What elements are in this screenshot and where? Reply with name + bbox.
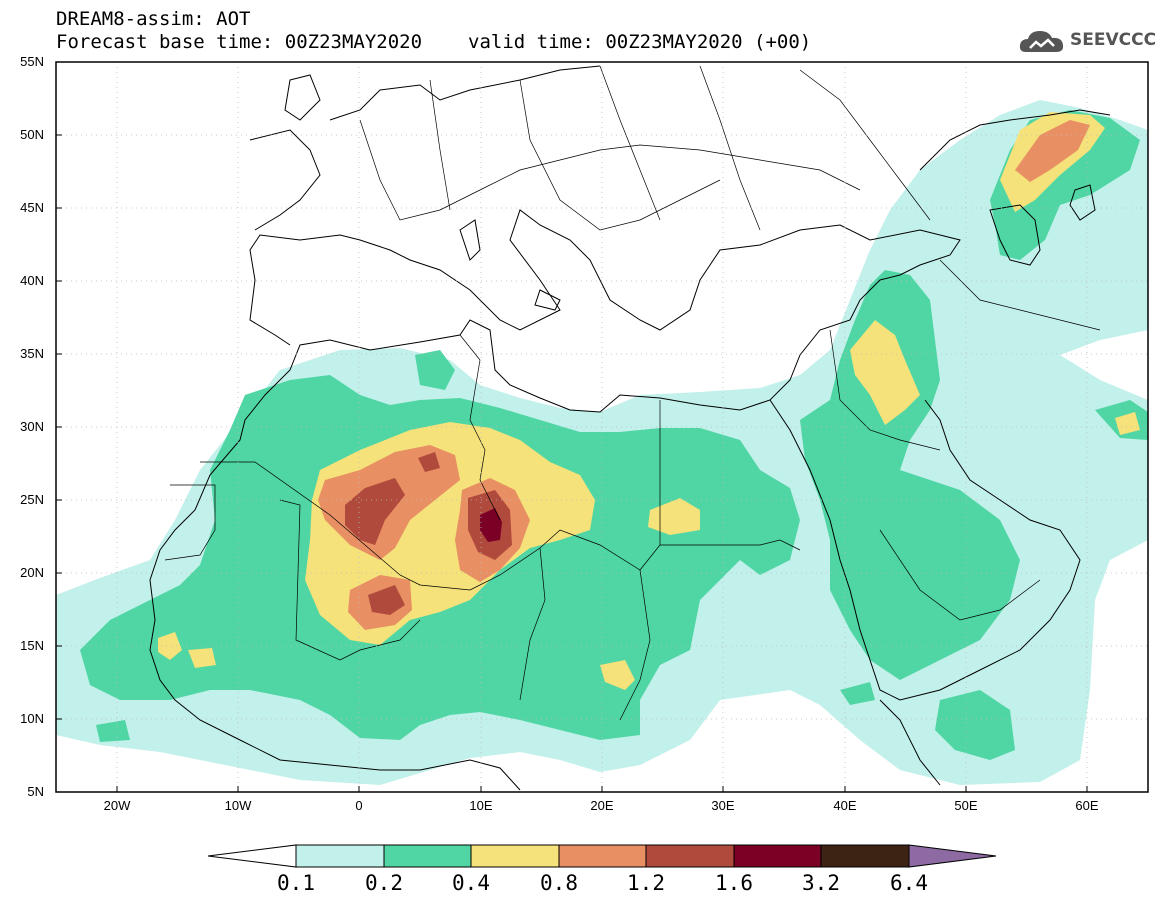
- valid-time: valid time: 00Z23MAY2020 (+00): [468, 31, 812, 53]
- lon-label-30e: 30E: [711, 798, 735, 813]
- lat-label-5n: 5N: [27, 784, 44, 799]
- base-time: Forecast base time: 00Z23MAY2020: [56, 31, 423, 53]
- colorbar-box-3.2: [820, 844, 910, 868]
- lon-label-10w: 10W: [224, 798, 252, 813]
- seevccc-logo: SEEVCCC: [1018, 26, 1158, 56]
- lat-label-10n: 10N: [20, 711, 44, 726]
- colorbar-box-1.2: [645, 844, 735, 868]
- lon-label-20e: 20E: [590, 798, 614, 813]
- lat-label-55n: 55N: [20, 54, 44, 69]
- lat-label-40n: 40N: [20, 273, 44, 288]
- colorbar-box-0.4: [470, 844, 560, 868]
- colorbar-box-1.6: [733, 844, 822, 868]
- colorbar-label-0.1: 0.1: [277, 871, 315, 895]
- lon-label-0: 0: [355, 798, 363, 813]
- lon-label-20w: 20W: [103, 798, 131, 813]
- colorbar-label-1.2: 1.2: [627, 871, 665, 895]
- colorbar-under: [207, 844, 297, 868]
- country-borders: [164, 65, 1101, 721]
- lat-label-35n: 35N: [20, 346, 44, 361]
- colorbar-label-6.4: 6.4: [890, 871, 928, 895]
- colorbar-label-3.2: 3.2: [802, 871, 840, 895]
- colorbar-box-0.1: [295, 844, 385, 868]
- chart-title: DREAM8-assim: AOT: [56, 8, 251, 30]
- graticule: [56, 62, 1148, 792]
- lon-label-60e: 60E: [1075, 798, 1099, 813]
- time-info: Forecast base time: 00Z23MAY2020 valid ti…: [56, 31, 811, 53]
- logo-text: SEEVCCC: [1070, 30, 1157, 50]
- lon-label-50e: 50E: [954, 798, 978, 813]
- coastlines: [149, 65, 1111, 791]
- lat-label-50n: 50N: [20, 127, 44, 142]
- lat-label-25n: 25N: [20, 492, 44, 507]
- axis-ticks: [56, 61, 1088, 793]
- colorbar-label-0.4: 0.4: [452, 871, 490, 895]
- colorbar-label-1.6: 1.6: [715, 871, 753, 895]
- colorbar-box-0.2: [383, 844, 472, 868]
- cloud-icon: [1019, 31, 1064, 52]
- lon-label-10e: 10E: [469, 798, 493, 813]
- colorbar-label-0.8: 0.8: [540, 871, 578, 895]
- aot-contours: [56, 62, 1148, 792]
- aot-band-1.2: [345, 452, 512, 615]
- colorbar: [207, 844, 997, 868]
- lat-label-45n: 45N: [20, 200, 44, 215]
- colorbar-box-0.8: [558, 844, 647, 868]
- aot-band-1.6: [480, 508, 502, 542]
- lon-label-40e: 40E: [833, 798, 857, 813]
- colorbar-over: [908, 844, 997, 868]
- lat-label-15n: 15N: [20, 638, 44, 653]
- colorbar-label-0.2: 0.2: [365, 871, 403, 895]
- lat-label-20n: 20N: [20, 565, 44, 580]
- lat-label-30n: 30N: [20, 419, 44, 434]
